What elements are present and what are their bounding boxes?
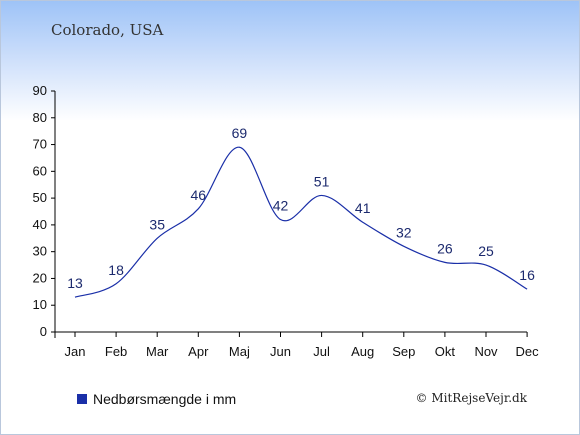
x-tick-label: Jan [65, 344, 86, 359]
y-tick-label: 20 [33, 270, 47, 285]
credit-text: © MitRejseVejr.dk [415, 391, 527, 405]
data-label: 16 [519, 267, 535, 283]
y-tick-label: 80 [33, 110, 47, 125]
x-tick-label: Nov [474, 344, 498, 359]
x-tick-label: Apr [188, 344, 209, 359]
x-tick-label: Sep [392, 344, 415, 359]
data-label: 46 [191, 187, 207, 203]
y-tick-label: 40 [33, 217, 47, 232]
data-label: 69 [232, 125, 248, 141]
y-tick-label: 70 [33, 137, 47, 152]
x-tick-label: Maj [229, 344, 250, 359]
data-label: 26 [437, 240, 453, 256]
y-tick-label: 50 [33, 190, 47, 205]
data-label: 41 [355, 200, 371, 216]
legend-label: Nedbørsmængde i mm [93, 391, 237, 407]
x-tick-label: Okt [435, 344, 456, 359]
y-tick-label: 0 [40, 324, 47, 339]
data-label: 18 [108, 262, 124, 278]
legend-swatch [77, 394, 87, 404]
data-label: 42 [273, 198, 289, 214]
x-tick-label: Jun [270, 344, 291, 359]
x-tick-label: Feb [105, 344, 127, 359]
y-tick-label: 60 [33, 163, 47, 178]
chart-title: Colorado, USA [51, 21, 164, 39]
x-tick-label: Dec [516, 344, 540, 359]
data-label: 51 [314, 173, 330, 189]
data-label: 35 [149, 216, 165, 232]
x-tick-label: Mar [146, 344, 169, 359]
data-label: 25 [478, 243, 494, 259]
y-tick-label: 90 [33, 83, 47, 98]
series-line [74, 146, 528, 298]
legend: Nedbørsmængde i mm [77, 391, 236, 407]
y-tick-label: 30 [33, 244, 47, 259]
x-tick-label: Aug [351, 344, 374, 359]
data-label: 13 [67, 275, 83, 291]
y-tick-label: 10 [33, 297, 47, 312]
x-tick-label: Jul [313, 344, 330, 359]
data-label: 32 [396, 224, 412, 240]
